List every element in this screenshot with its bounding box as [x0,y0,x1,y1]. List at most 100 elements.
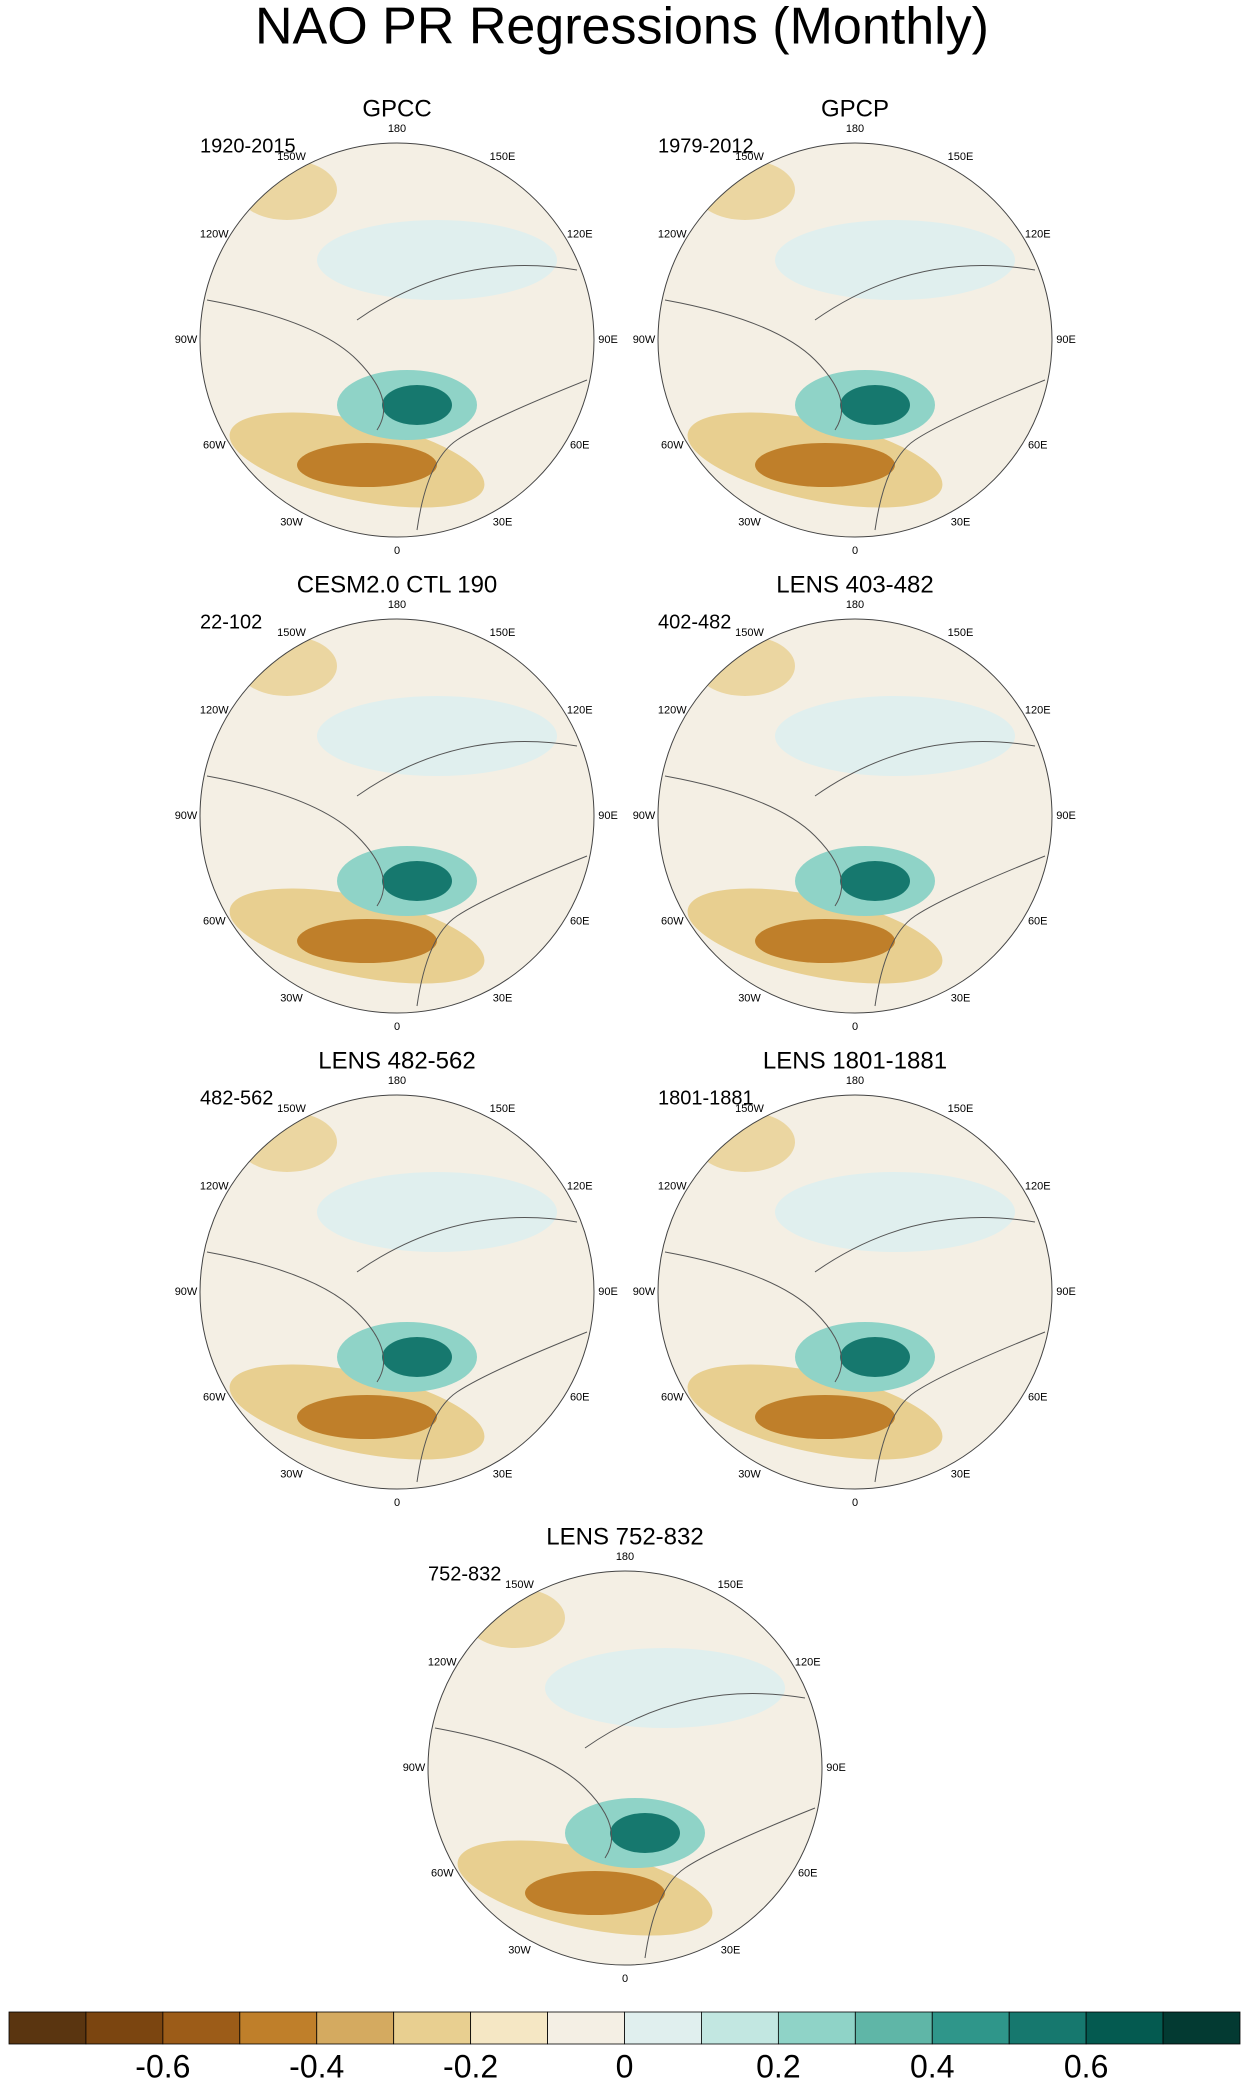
longitude-label: 60E [1028,1391,1048,1403]
coastline [664,1217,1046,1483]
longitude-label: 60W [203,439,226,451]
shading [840,861,910,901]
coastline [434,1693,816,1959]
shading [840,1337,910,1377]
longitude-label: 180 [846,1075,864,1087]
shading [382,861,452,901]
longitude-label: 30W [738,1469,761,1481]
longitude-label: 120W [200,228,229,240]
longitude-label: 120W [658,1180,687,1192]
longitude-label: 0 [394,545,400,557]
longitude-label: 120E [795,1656,821,1668]
longitude-label: 150E [490,627,516,639]
longitude-label: 150E [490,151,516,163]
longitude-label: 30E [721,1945,741,1957]
longitude-label: 120E [567,704,593,716]
panel-period: 402-482 [658,611,731,633]
colorbar-box [701,2011,779,2045]
shading [695,636,795,696]
longitude-label: 0 [852,545,858,557]
map-border [199,618,595,1014]
longitude-label: 180 [388,1075,406,1087]
longitude-label: 90E [1056,810,1076,822]
longitude-label: 30E [951,1469,971,1481]
longitude-label: 0 [852,1021,858,1033]
map-shading [664,636,1046,1007]
longitude-label: 120W [658,704,687,716]
coastline [664,265,1046,531]
longitude-label: 150W [735,151,764,163]
longitude-label: 150E [490,1103,516,1115]
longitude-label: 90W [175,810,198,822]
panel-period: 752-832 [428,1563,501,1585]
panel-title: CESM2.0 CTL 190 [297,571,498,598]
shading [297,1395,437,1439]
figure-title: NAO PR Regressions (Monthly) [255,0,989,56]
shading [237,636,337,696]
longitude-label: 60W [661,1391,684,1403]
longitude-label: 120E [567,1180,593,1192]
map-shading [664,1112,1046,1483]
longitude-label: 150W [277,627,306,639]
colorbar-box [1085,2011,1164,2045]
colorbar-box [624,2011,702,2045]
longitude-label: 180 [388,123,406,135]
shading [297,919,437,963]
colorbar-tick-label: -0.2 [443,2048,498,2082]
map-border [427,1570,823,1966]
longitude-label: 120W [200,1180,229,1192]
shading [695,1112,795,1172]
longitude-label: 120E [1025,228,1051,240]
longitude-label: 60W [661,439,684,451]
longitude-label: 0 [852,1497,858,1509]
shading [695,160,795,220]
map-shading [434,1588,816,1959]
longitude-label: 120W [428,1656,457,1668]
shading [237,1112,337,1172]
longitude-label: 150E [948,151,974,163]
map-border [657,142,1053,538]
longitude-label: 90W [633,334,656,346]
panel-period: 1801-1881 [658,1087,754,1109]
longitude-label: 60W [203,915,226,927]
colorbar-box [777,2011,856,2045]
map-shading [206,1112,588,1483]
longitude-label: 30E [493,1469,513,1481]
longitude-label: 30W [280,1469,303,1481]
longitude-label: 60W [431,1867,454,1879]
panel-period: 1979-2012 [658,135,754,157]
map-border [199,142,595,538]
shading [755,443,895,487]
longitude-label: 60E [570,1391,590,1403]
colorbar-box [239,2011,318,2045]
longitude-label: 90W [175,334,198,346]
colorbar-box [547,2011,625,2045]
shading [317,1172,557,1252]
panel-title: LENS 1801-1881 [763,1047,947,1074]
shading [317,220,557,300]
shading [525,1871,665,1915]
longitude-label: 150E [948,1103,974,1115]
longitude-label: 90E [598,810,618,822]
map-shading [664,160,1046,531]
longitude-label: 60W [203,1391,226,1403]
longitude-label: 90E [598,1286,618,1298]
longitude-label: 120W [200,704,229,716]
shading [840,385,910,425]
longitude-label: 90E [598,334,618,346]
longitude-label: 150W [277,151,306,163]
longitude-label: 60E [1028,915,1048,927]
colorbar-box [470,2011,548,2045]
shading [297,443,437,487]
panel-title: LENS 482-562 [318,1047,475,1074]
colorbar-box [162,2011,241,2045]
longitude-label: 0 [622,1973,628,1985]
longitude-label: 120W [658,228,687,240]
shading [775,220,1015,300]
panel-period: 22-102 [200,611,262,633]
longitude-label: 30E [493,993,513,1005]
longitude-label: 30W [508,1945,531,1957]
longitude-label: 180 [388,599,406,611]
longitude-label: 30E [951,517,971,529]
